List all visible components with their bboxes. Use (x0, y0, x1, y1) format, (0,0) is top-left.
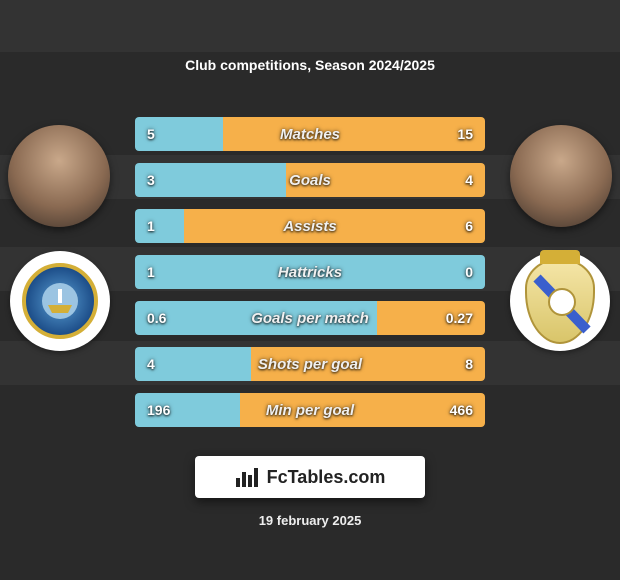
stat-value-left: 196 (147, 402, 197, 418)
real-madrid-crest-icon (525, 258, 595, 344)
stat-value-left: 1 (147, 218, 197, 234)
stat-label: Goals (197, 172, 423, 189)
stat-value-right: 466 (423, 402, 473, 418)
footer-date: 19 february 2025 (0, 513, 620, 528)
fctables-logo[interactable]: FcTables.com (195, 456, 425, 498)
subtitle: Club competitions, Season 2024/2025 (0, 57, 620, 73)
stat-value-right: 0 (423, 264, 473, 280)
comparison-card: Omar Marmoush vs Brahim Diaz Club compet… (0, 0, 620, 580)
player2-avatar (510, 125, 612, 227)
crest-stripe-icon (527, 260, 597, 346)
stat-value-right: 0.27 (423, 310, 473, 326)
stat-row: 1Assists6 (135, 209, 485, 243)
stat-row: 0.6Goals per match0.27 (135, 301, 485, 335)
stat-label: Shots per goal (197, 356, 423, 373)
stat-row: 1Hattricks0 (135, 255, 485, 289)
stat-row: 3Goals4 (135, 163, 485, 197)
footer-logo-text: FcTables.com (267, 467, 386, 488)
stat-value-left: 3 (147, 172, 197, 188)
stats-table: 5Matches153Goals41Assists61Hattricks00.6… (135, 117, 485, 439)
stat-label: Assists (197, 218, 423, 235)
bars-icon (235, 466, 261, 488)
stat-row: 4Shots per goal8 (135, 347, 485, 381)
stat-value-right: 6 (423, 218, 473, 234)
stat-label: Min per goal (197, 402, 423, 419)
stat-value-right: 15 (423, 126, 473, 142)
stat-label: Matches (197, 126, 423, 143)
stat-value-left: 0.6 (147, 310, 197, 326)
ship-icon (40, 281, 80, 321)
stat-value-left: 1 (147, 264, 197, 280)
stat-label: Hattricks (197, 264, 423, 281)
bg-band (0, 0, 620, 52)
player1-club-badge (10, 251, 110, 351)
stat-value-right: 8 (423, 356, 473, 372)
stat-row: 5Matches15 (135, 117, 485, 151)
player1-avatar (8, 125, 110, 227)
stat-value-left: 5 (147, 126, 197, 142)
stat-value-left: 4 (147, 356, 197, 372)
manchester-city-crest-icon (22, 263, 98, 339)
stat-row: 196Min per goal466 (135, 393, 485, 427)
stat-value-right: 4 (423, 172, 473, 188)
player2-club-badge (510, 251, 610, 351)
stat-label: Goals per match (197, 310, 423, 327)
